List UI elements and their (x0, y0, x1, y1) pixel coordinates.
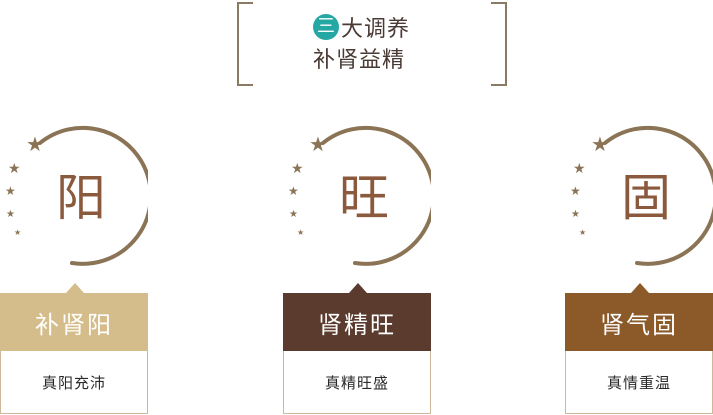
header: 三 大调养 补肾益精 (237, 2, 507, 86)
bracket-right (491, 2, 507, 86)
pointer-arrow (631, 283, 649, 293)
card-sub: 真情重温 (565, 351, 713, 414)
svg-text:★: ★ (289, 209, 298, 220)
svg-text:★: ★ (579, 228, 586, 237)
svg-text:★: ★ (571, 209, 580, 220)
card-sub: 真精旺盛 (283, 351, 431, 414)
pointer-arrow (66, 283, 84, 293)
svg-text:★: ★ (8, 161, 21, 177)
card-yang: ★ ★ ★ ★ ★ 阳 补肾阳 真阳充沛 (0, 125, 148, 415)
svg-text:★: ★ (573, 161, 586, 177)
title-line1: 三 大调养 (313, 12, 410, 42)
svg-text:★: ★ (309, 132, 327, 156)
svg-text:★: ★ (5, 184, 16, 198)
bracket-left (237, 2, 253, 86)
card-label: 肾精旺 (283, 293, 431, 351)
svg-text:★: ★ (591, 132, 609, 156)
svg-text:★: ★ (291, 161, 304, 177)
svg-text:★: ★ (26, 132, 44, 156)
emblem-char: 旺 (339, 169, 389, 227)
card-label: 肾气固 (565, 293, 713, 351)
svg-text:★: ★ (297, 228, 304, 237)
svg-text:★: ★ (570, 184, 581, 198)
emblem-icon: ★ ★ ★ ★ ★ 阳 (0, 125, 148, 270)
title-text: 大调养 (341, 17, 411, 42)
emblem-icon: ★ ★ ★ ★ ★ 固 (565, 125, 713, 270)
emblem-char: 固 (621, 169, 671, 227)
card-sub: 真阳充沛 (0, 351, 148, 414)
svg-text:★: ★ (6, 209, 15, 220)
card-wang: ★ ★ ★ ★ ★ 旺 肾精旺 真精旺盛 (283, 125, 431, 415)
subtitle-text: 补肾益精 (313, 48, 406, 73)
card-gu: ★ ★ ★ ★ ★ 固 肾气固 真情重温 (565, 125, 713, 415)
badge-text: 三 (317, 16, 335, 37)
svg-text:★: ★ (14, 228, 21, 237)
emblem-icon: ★ ★ ★ ★ ★ 旺 (283, 125, 431, 270)
pointer-arrow (349, 283, 367, 293)
svg-text:★: ★ (288, 184, 299, 198)
emblem-char: 阳 (56, 169, 106, 227)
card-label: 补肾阳 (0, 293, 148, 351)
number-badge: 三 (313, 14, 339, 40)
